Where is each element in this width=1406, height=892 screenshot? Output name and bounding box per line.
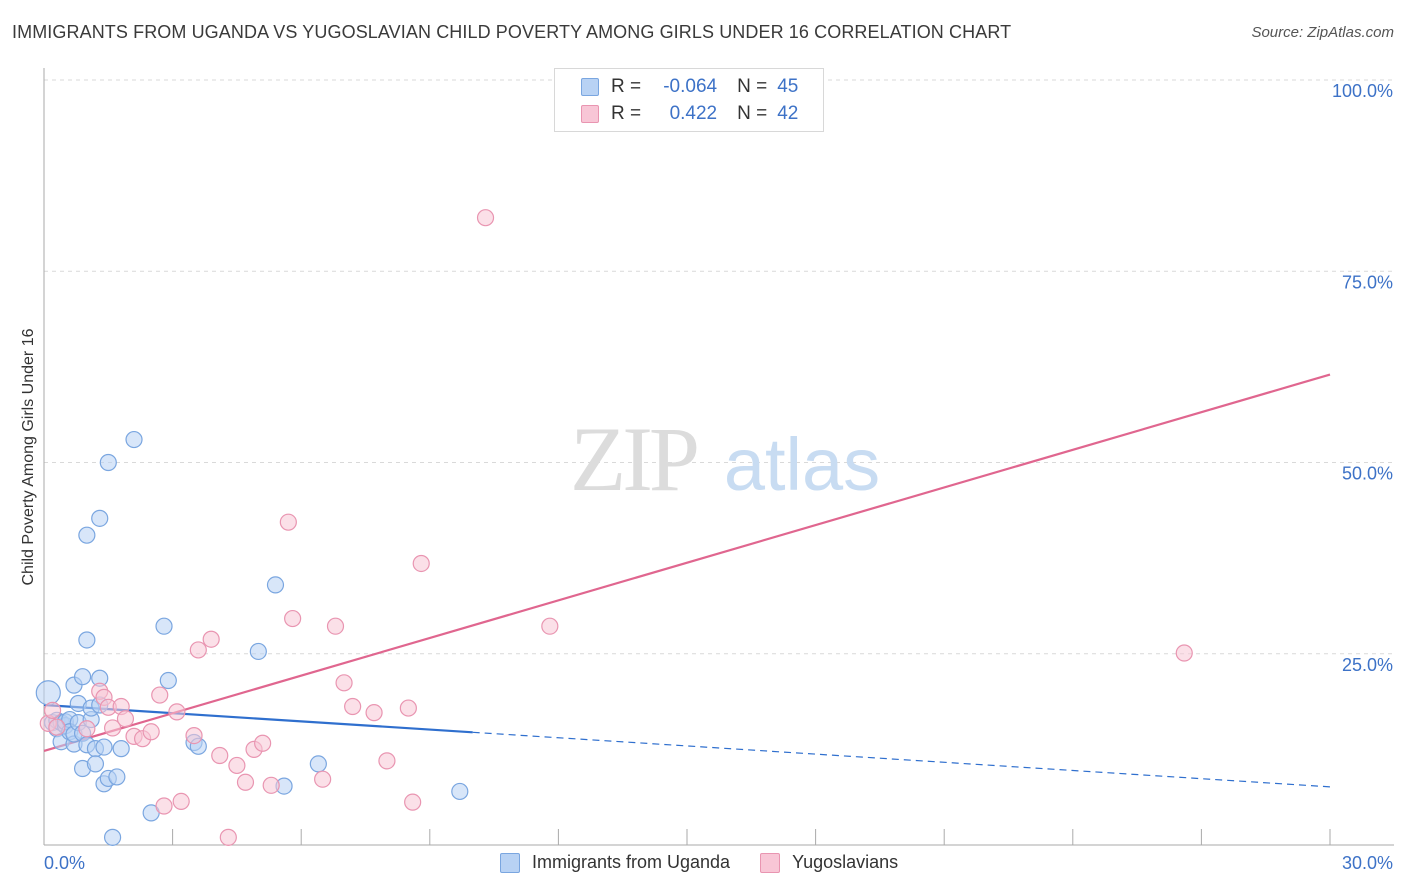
watermark: ZIP atlas	[570, 408, 880, 510]
yugoslavian-point	[399, 699, 417, 717]
uganda-point	[95, 738, 113, 756]
uganda-point	[35, 680, 61, 706]
yugoslavian-point	[185, 727, 203, 745]
uganda-point	[112, 740, 130, 758]
stats-swatch-blue	[581, 78, 599, 96]
uganda-point	[125, 430, 143, 449]
n-value: 42	[777, 103, 799, 124]
yugoslavian-point	[142, 723, 160, 741]
yugoslavian-point	[254, 734, 272, 752]
uganda-point	[266, 576, 285, 594]
source-credit: Source: ZipAtlas.com	[1251, 24, 1394, 41]
correlation-stats-box: R = -0.064 N = 45 R = 0.422 N = 42	[554, 68, 824, 132]
yugoslavian-point	[378, 752, 396, 770]
yugoslavian-trend-line	[43, 373, 1331, 752]
yugoslavian-point	[103, 719, 122, 737]
uganda-point	[451, 782, 469, 801]
legend-swatch-pink	[760, 852, 781, 873]
yugoslavian-point	[236, 773, 255, 791]
r-label: R =	[611, 103, 642, 124]
yugoslavian-point	[43, 701, 62, 719]
yugoslavian-point	[48, 718, 66, 736]
uganda-point	[309, 755, 327, 773]
uganda-trend-line-extrapolated	[472, 731, 1331, 788]
yugoslavian-point	[412, 554, 430, 573]
uganda-point	[249, 642, 267, 661]
uganda-point	[73, 668, 92, 686]
yugoslavian-point	[228, 756, 246, 775]
uganda-point	[99, 453, 117, 472]
y-tick-label: 25.0%	[1342, 655, 1393, 675]
legend-item-yugoslavians[interactable]: Yugoslavians	[760, 852, 898, 873]
yugoslavian-point	[279, 513, 297, 531]
yugoslavian-point	[78, 720, 96, 738]
legend: Immigrants from Uganda Yugoslavians	[500, 852, 928, 873]
uganda-point	[155, 617, 173, 635]
legend-item-uganda[interactable]: Immigrants from Uganda	[500, 852, 730, 873]
yugoslavian-point	[404, 793, 422, 811]
r-label: R =	[611, 76, 642, 97]
uganda-point	[103, 828, 122, 846]
yugoslavian-point	[219, 828, 237, 846]
watermark-atlas: atlas	[724, 423, 880, 506]
yugoslavian-point	[202, 630, 220, 648]
uganda-point	[108, 768, 126, 786]
yugoslavian-point	[365, 704, 383, 722]
n-label: N =	[737, 76, 768, 97]
uganda-point	[86, 755, 105, 773]
legend-swatch-blue	[500, 852, 520, 873]
yugoslavian-point	[314, 770, 332, 788]
y-tick-label: 100.0%	[1332, 81, 1393, 101]
yugoslavian-point	[1175, 644, 1193, 662]
yugoslavian-point	[344, 697, 362, 716]
stats-swatch-pink	[581, 105, 599, 123]
stats-row-yugoslavians: R = 0.422 N = 42	[555, 100, 798, 128]
watermark-zip: ZIP	[570, 408, 697, 510]
yugoslavian-point	[189, 641, 207, 659]
legend-label-yugoslavians: Yugoslavians	[792, 852, 899, 872]
grid-lines	[44, 79, 1394, 655]
yugoslavian-point	[541, 617, 559, 635]
r-value: 0.422	[669, 103, 718, 124]
y-tick-label: 75.0%	[1342, 272, 1393, 292]
x-tick-label: 30.0%	[1342, 853, 1393, 873]
yugoslavian-point	[151, 686, 169, 704]
yugoslavian-point	[116, 710, 135, 728]
chart-title: IMMIGRANTS FROM UGANDA VS YUGOSLAVIAN CH…	[12, 22, 1012, 42]
n-label: N =	[737, 103, 768, 124]
yugoslavian-point	[335, 674, 353, 692]
axes	[43, 68, 1394, 846]
legend-label-uganda: Immigrants from Uganda	[532, 852, 731, 872]
yugoslavian-point	[262, 776, 280, 794]
r-value: -0.064	[663, 76, 718, 97]
yugoslavian-point	[155, 797, 173, 815]
stats-row-uganda: R = -0.064 N = 45	[555, 73, 798, 101]
uganda-point	[78, 631, 96, 649]
uganda-point	[159, 671, 177, 690]
yugoslavian-point	[168, 703, 186, 721]
uganda-point	[91, 509, 109, 527]
yugoslavian-point	[211, 746, 229, 765]
n-value: 45	[777, 76, 799, 97]
yugoslavian-point	[284, 609, 302, 628]
yugoslavian-point	[326, 617, 345, 635]
y-axis-label: Child Poverty Among Girls Under 16	[20, 328, 37, 586]
uganda-point	[78, 526, 96, 544]
y-tick-label: 50.0%	[1342, 464, 1393, 484]
x-tick-label: 0.0%	[44, 853, 85, 873]
tick-labels: 100.0% 75.0% 50.0% 25.0% 0.0% 30.0%	[44, 81, 1393, 873]
yugoslavian-point	[172, 792, 190, 810]
yugoslavian-point	[476, 209, 495, 227]
